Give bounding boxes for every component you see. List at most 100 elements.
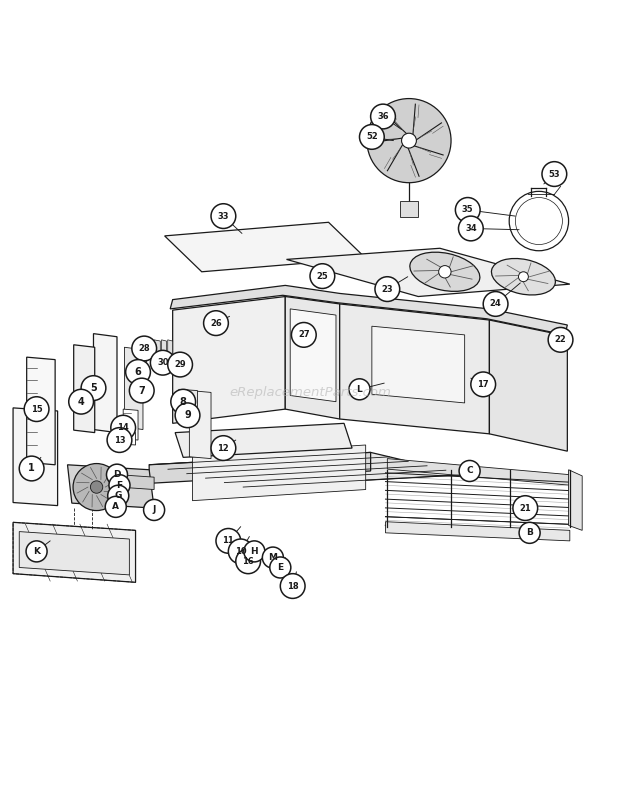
Text: B: B [526, 528, 533, 537]
Polygon shape [162, 340, 167, 372]
Text: D: D [113, 470, 121, 479]
Text: 36: 36 [377, 112, 389, 121]
Text: 13: 13 [113, 436, 125, 445]
Text: 23: 23 [381, 285, 393, 293]
Circle shape [108, 485, 129, 506]
Text: 8: 8 [180, 396, 187, 407]
Text: 34: 34 [465, 224, 477, 233]
Circle shape [168, 352, 192, 377]
Circle shape [109, 475, 130, 496]
Polygon shape [489, 320, 567, 451]
Circle shape [518, 272, 528, 282]
Circle shape [483, 292, 508, 316]
Circle shape [151, 350, 175, 375]
Polygon shape [285, 297, 340, 419]
Text: 17: 17 [477, 380, 489, 389]
Circle shape [171, 389, 195, 414]
Circle shape [291, 323, 316, 347]
Text: 53: 53 [549, 169, 560, 179]
Text: eReplacementParts.com: eReplacementParts.com [229, 386, 391, 399]
Polygon shape [175, 423, 352, 457]
Text: 33: 33 [218, 212, 229, 221]
Circle shape [280, 573, 305, 599]
Circle shape [244, 541, 265, 562]
Text: E: E [277, 563, 283, 572]
Circle shape [455, 198, 480, 222]
Circle shape [228, 539, 253, 564]
Polygon shape [165, 222, 366, 272]
Polygon shape [172, 297, 285, 423]
Polygon shape [189, 391, 211, 459]
Circle shape [270, 557, 291, 578]
Circle shape [211, 204, 236, 229]
Text: 5: 5 [90, 383, 97, 393]
Polygon shape [149, 452, 371, 483]
Polygon shape [118, 475, 154, 490]
Circle shape [371, 104, 396, 129]
Text: 28: 28 [138, 344, 150, 353]
Polygon shape [372, 326, 464, 403]
Text: 27: 27 [298, 331, 309, 339]
Text: 12: 12 [218, 444, 229, 452]
Polygon shape [170, 286, 567, 335]
Text: 24: 24 [490, 300, 502, 308]
Text: M: M [268, 553, 277, 562]
Circle shape [73, 464, 120, 510]
Polygon shape [125, 347, 143, 430]
Text: K: K [33, 547, 40, 556]
Circle shape [111, 415, 136, 440]
Text: 15: 15 [31, 405, 42, 414]
Text: C: C [466, 467, 473, 475]
Text: 22: 22 [555, 335, 567, 344]
Circle shape [367, 99, 451, 183]
Circle shape [519, 522, 540, 543]
Circle shape [81, 376, 106, 400]
Circle shape [175, 403, 200, 428]
Circle shape [375, 277, 400, 301]
Text: F: F [117, 481, 123, 490]
Circle shape [513, 496, 538, 520]
Circle shape [262, 547, 283, 568]
Polygon shape [192, 445, 366, 501]
Polygon shape [154, 340, 161, 372]
Circle shape [471, 372, 495, 397]
Circle shape [26, 541, 47, 562]
Circle shape [24, 397, 49, 422]
Circle shape [459, 460, 480, 482]
Circle shape [69, 389, 94, 414]
Text: J: J [153, 505, 156, 514]
Polygon shape [94, 334, 117, 433]
Circle shape [236, 549, 260, 573]
Text: 6: 6 [135, 367, 141, 377]
Circle shape [548, 327, 573, 352]
Ellipse shape [410, 252, 480, 291]
Circle shape [211, 436, 236, 460]
Text: 29: 29 [174, 360, 186, 369]
Circle shape [216, 528, 241, 553]
Circle shape [439, 266, 451, 278]
Polygon shape [19, 532, 130, 575]
Text: L: L [356, 384, 362, 394]
Text: 18: 18 [287, 581, 298, 591]
Polygon shape [386, 522, 570, 541]
Circle shape [105, 496, 126, 517]
Polygon shape [149, 452, 464, 487]
Text: 52: 52 [366, 132, 378, 142]
Text: 26: 26 [210, 319, 222, 327]
Text: 10: 10 [235, 547, 247, 556]
Polygon shape [168, 340, 172, 372]
Text: 35: 35 [462, 206, 474, 214]
Text: H: H [250, 547, 258, 556]
Polygon shape [179, 389, 197, 407]
Circle shape [402, 133, 417, 148]
Circle shape [107, 464, 128, 485]
Polygon shape [68, 465, 154, 508]
Text: 21: 21 [520, 504, 531, 513]
Circle shape [310, 263, 335, 289]
Text: 1: 1 [29, 464, 35, 474]
Polygon shape [388, 459, 570, 485]
Circle shape [130, 378, 154, 403]
Polygon shape [286, 248, 570, 297]
Circle shape [126, 360, 151, 384]
Polygon shape [340, 304, 489, 433]
